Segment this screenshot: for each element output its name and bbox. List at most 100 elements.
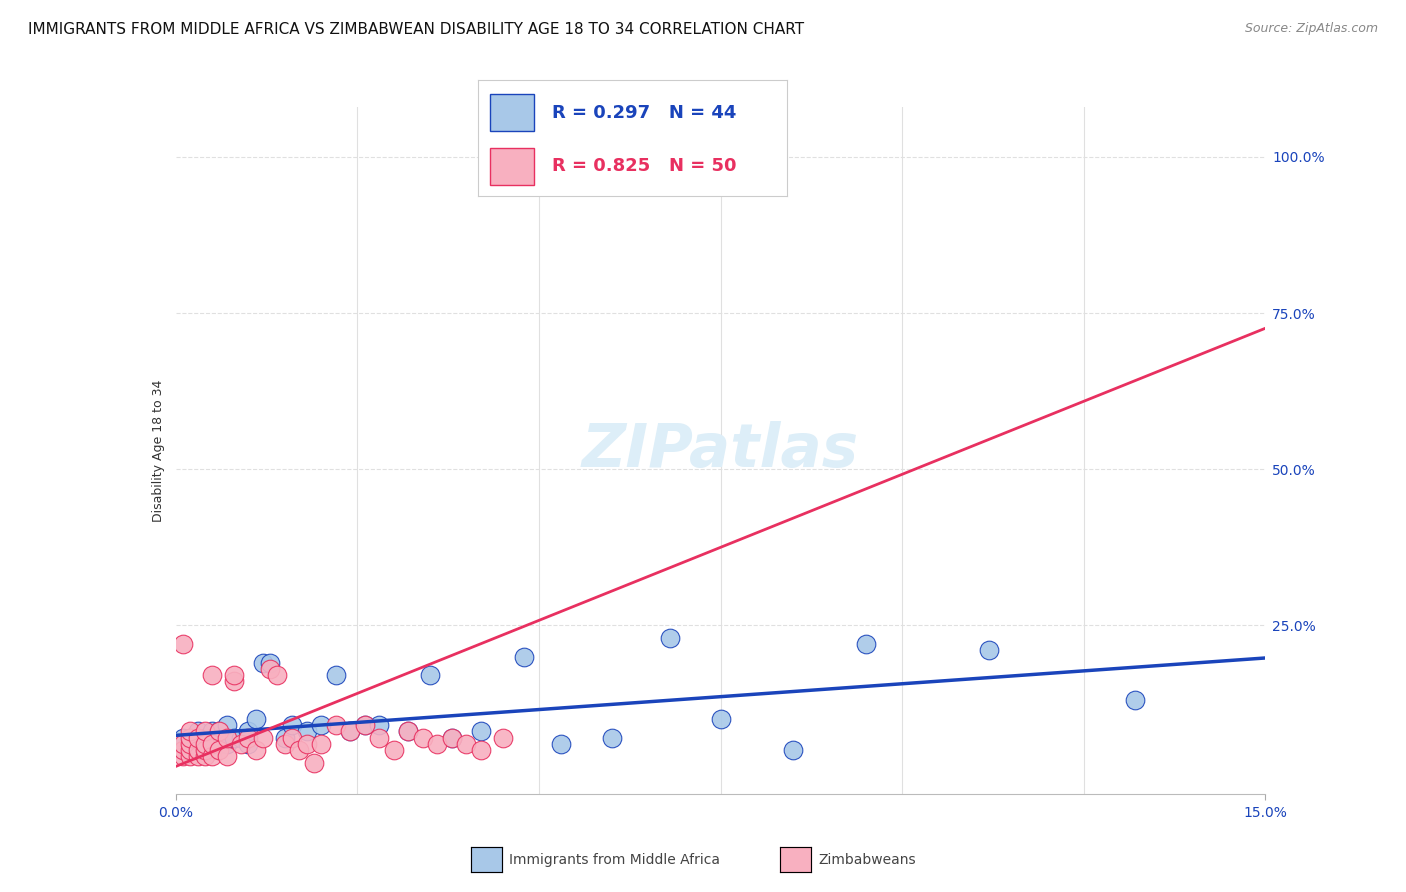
Point xyxy=(419,668,441,682)
Point xyxy=(325,668,347,682)
Point xyxy=(368,731,391,745)
Point xyxy=(172,731,194,745)
Text: R = 0.297   N = 44: R = 0.297 N = 44 xyxy=(553,103,737,121)
Point xyxy=(179,743,201,757)
Point xyxy=(186,743,209,757)
Point xyxy=(222,674,245,689)
Point xyxy=(456,737,478,751)
Point xyxy=(208,737,231,751)
Point xyxy=(325,718,347,732)
Y-axis label: Disability Age 18 to 34: Disability Age 18 to 34 xyxy=(152,379,165,522)
Point xyxy=(194,743,217,757)
Point xyxy=(600,731,623,745)
Point xyxy=(339,724,361,739)
Point xyxy=(222,668,245,682)
Point xyxy=(231,731,253,745)
Point xyxy=(259,662,281,676)
Text: R = 0.825   N = 50: R = 0.825 N = 50 xyxy=(553,157,737,175)
Point xyxy=(179,737,201,751)
Point xyxy=(208,724,231,739)
Text: Immigrants from Middle Africa: Immigrants from Middle Africa xyxy=(509,853,720,867)
Point xyxy=(281,718,304,732)
Point xyxy=(396,724,419,739)
Point xyxy=(194,743,217,757)
Text: Zimbabweans: Zimbabweans xyxy=(818,853,915,867)
Point xyxy=(302,756,325,770)
Point xyxy=(658,631,681,645)
Point xyxy=(222,731,245,745)
Point xyxy=(208,724,231,739)
Point xyxy=(252,656,274,670)
Point xyxy=(215,731,238,745)
Point xyxy=(245,712,267,726)
Point xyxy=(172,749,194,764)
Point xyxy=(245,743,267,757)
Point xyxy=(201,668,224,682)
Point xyxy=(353,718,375,732)
Point xyxy=(412,731,434,745)
Point xyxy=(440,731,463,745)
Text: Source: ZipAtlas.com: Source: ZipAtlas.com xyxy=(1244,22,1378,36)
Point xyxy=(179,731,201,745)
Point xyxy=(201,737,224,751)
Point xyxy=(238,737,260,751)
Point xyxy=(855,637,877,651)
Point xyxy=(470,743,492,757)
Point xyxy=(295,724,318,739)
Point xyxy=(274,731,297,745)
Point xyxy=(266,668,288,682)
Point xyxy=(194,737,217,751)
Point xyxy=(274,737,297,751)
Point xyxy=(186,737,209,751)
FancyBboxPatch shape xyxy=(491,147,534,185)
Point xyxy=(710,150,733,164)
Point xyxy=(492,731,515,745)
Text: ZIPatlas: ZIPatlas xyxy=(582,421,859,480)
Point xyxy=(979,643,1001,657)
Point xyxy=(186,724,209,739)
Point xyxy=(309,718,332,732)
Point xyxy=(1123,693,1146,707)
FancyBboxPatch shape xyxy=(491,95,534,131)
Point xyxy=(194,731,217,745)
Point xyxy=(470,724,492,739)
Point xyxy=(550,737,572,751)
Point xyxy=(281,731,304,745)
Point xyxy=(252,731,274,745)
Point xyxy=(513,649,536,664)
Point xyxy=(295,737,318,751)
Point xyxy=(238,724,260,739)
Point xyxy=(309,737,332,751)
Point xyxy=(201,737,224,751)
Point xyxy=(215,749,238,764)
Point xyxy=(172,743,194,757)
Point xyxy=(201,749,224,764)
Point xyxy=(208,743,231,757)
Point xyxy=(710,712,733,726)
Point xyxy=(215,737,238,751)
Point xyxy=(172,737,194,751)
Point xyxy=(382,743,405,757)
Point xyxy=(368,718,391,732)
Point xyxy=(238,731,260,745)
Point xyxy=(353,718,375,732)
Point xyxy=(396,724,419,739)
Point xyxy=(426,737,449,751)
Point xyxy=(172,637,194,651)
Point xyxy=(259,656,281,670)
Point xyxy=(201,743,224,757)
Point xyxy=(186,743,209,757)
Point xyxy=(288,743,311,757)
Point xyxy=(194,749,217,764)
Point xyxy=(179,731,201,745)
Text: IMMIGRANTS FROM MIDDLE AFRICA VS ZIMBABWEAN DISABILITY AGE 18 TO 34 CORRELATION : IMMIGRANTS FROM MIDDLE AFRICA VS ZIMBABW… xyxy=(28,22,804,37)
Point xyxy=(782,743,804,757)
Point xyxy=(339,724,361,739)
Point xyxy=(179,749,201,764)
Point xyxy=(194,724,217,739)
Point xyxy=(201,724,224,739)
Point xyxy=(231,737,253,751)
Point xyxy=(186,731,209,745)
Point xyxy=(179,724,201,739)
Point xyxy=(186,749,209,764)
